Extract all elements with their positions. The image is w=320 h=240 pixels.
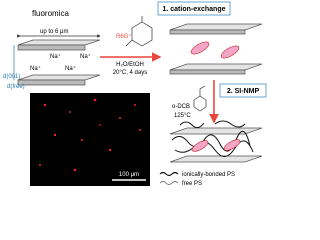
legend-label: free PS <box>182 181 202 187</box>
mica-layer <box>17 74 101 81</box>
molecule <box>125 16 153 47</box>
d001-label: d(001) <box>3 74 20 80</box>
ion: Na⁺ <box>50 53 61 60</box>
condition: H₂O/EtOH <box>116 62 144 68</box>
micrograph <box>30 93 150 186</box>
legend-label: ionically-bonded PS <box>182 172 235 178</box>
step2-title: 2. SI-NMP <box>227 88 260 95</box>
legend-swatch <box>159 181 179 185</box>
dfree-label: d(free) <box>7 84 25 90</box>
styrene <box>193 85 207 112</box>
mica-layer <box>169 63 263 71</box>
mica-layer <box>169 29 246 35</box>
ion: Na⁺ <box>30 65 41 72</box>
scale-label: 100 μm <box>119 172 139 178</box>
mica-layer <box>169 23 263 31</box>
ion: Na⁺ <box>80 53 91 60</box>
condition: 20°C, 4 days <box>113 70 147 76</box>
dye <box>223 139 241 151</box>
mica-layer <box>169 155 263 163</box>
mica-layer <box>169 127 263 135</box>
ion: Na⁺ <box>65 65 76 72</box>
step-box <box>219 83 267 98</box>
polymer <box>171 120 254 157</box>
width-label: up to 6 μm <box>40 29 68 35</box>
step1-title: 1. cation-exchange <box>162 6 225 13</box>
diagram: fluoromica up to 6 μm Na⁺ Na⁺ Na⁺ Na⁺ d(… <box>3 1 267 187</box>
condition: 125°C <box>174 113 191 119</box>
mica-layer <box>17 79 86 86</box>
step-box <box>157 1 231 16</box>
mica-layer <box>17 44 86 51</box>
condition: o-DCB <box>172 104 190 110</box>
legend-swatch <box>159 171 179 177</box>
mica-layer <box>17 39 101 46</box>
mica-label: fluoromica <box>32 9 69 18</box>
mica-layer <box>169 69 246 75</box>
reagent: R6G⁺ <box>116 33 132 40</box>
dye <box>191 140 209 152</box>
fluorescent-spots <box>39 98 141 172</box>
dye <box>190 41 240 59</box>
